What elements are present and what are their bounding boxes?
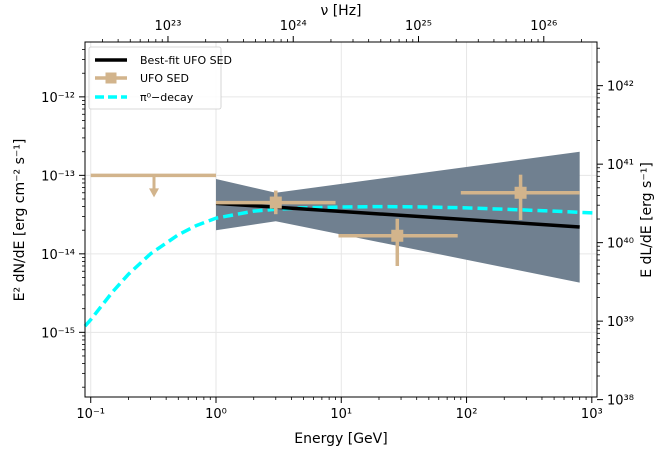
x-tick-label-3: 10² bbox=[456, 407, 478, 422]
right-tick-label-1: 10³⁹ bbox=[607, 315, 634, 330]
x-tick-label-2: 10¹ bbox=[330, 407, 352, 422]
top-axis-label: ν [Hz] bbox=[320, 3, 361, 19]
legend-sed-label: UFO SED bbox=[140, 72, 189, 85]
top-tick-label-2: 10²⁵ bbox=[405, 19, 432, 34]
legend-sed-marker bbox=[105, 72, 117, 84]
uncertainty-band-layer bbox=[216, 151, 580, 283]
y-tick-label-2: 10⁻¹³ bbox=[41, 169, 75, 184]
x-tick-label-1: 10⁰ bbox=[205, 407, 227, 422]
top-tick-label-0: 10²³ bbox=[154, 19, 181, 34]
sed-points-layer bbox=[90, 173, 580, 266]
legend: Best-fit UFO SED UFO SED π⁰−decay bbox=[88, 46, 232, 110]
legend-box bbox=[88, 46, 222, 110]
y-tick-label-3: 10⁻¹² bbox=[41, 91, 75, 106]
right-tick-label-3: 10⁴¹ bbox=[607, 158, 634, 173]
pi0-decay-line bbox=[83, 204, 598, 328]
top-tick-label-3: 10²⁶ bbox=[530, 19, 557, 34]
right-tick-label-0: 10³⁸ bbox=[607, 394, 634, 409]
x-tick-label-0: 10⁻¹ bbox=[76, 407, 105, 422]
sed-point-0 bbox=[269, 196, 282, 209]
right-axis-label: E dL/dE [erg s⁻¹] bbox=[639, 162, 655, 278]
ticks: 10⁻¹ 10⁰ 10¹ 10² 10³ 10⁻¹⁵ 10⁻¹⁴ 10⁻¹³ 10⁻¹² 10²³… bbox=[41, 19, 634, 422]
upper-limit-arrowhead bbox=[149, 188, 160, 198]
x-axis-label: Energy [GeV] bbox=[294, 431, 387, 447]
y-tick-label-1: 10⁻¹⁴ bbox=[41, 248, 75, 263]
y-axis-label: E² dN/dE [erg cm⁻² s⁻¹] bbox=[12, 139, 28, 302]
sed-point-2 bbox=[514, 186, 527, 199]
legend-best-fit-label: Best-fit UFO SED bbox=[140, 54, 232, 67]
x-tick-label-4: 10³ bbox=[581, 407, 603, 422]
top-tick-label-1: 10²⁴ bbox=[280, 19, 307, 34]
right-tick-label-2: 10⁴⁰ bbox=[607, 237, 634, 252]
sed-point-1 bbox=[391, 229, 404, 242]
uncertainty-band bbox=[216, 151, 580, 283]
right-tick-label-4: 10⁴² bbox=[607, 80, 634, 95]
legend-pi0-label: π⁰−decay bbox=[140, 91, 194, 104]
y-tick-label-0: 10⁻¹⁵ bbox=[41, 326, 75, 341]
